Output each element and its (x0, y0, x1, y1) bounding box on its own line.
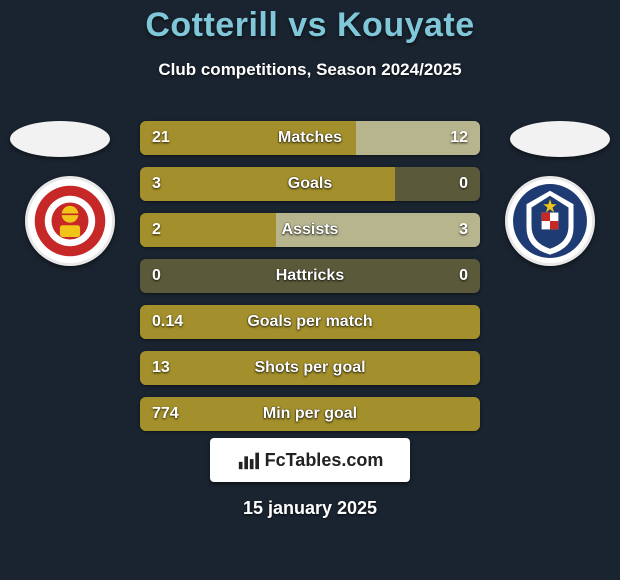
stat-row: Goals per match0.14 (140, 305, 480, 339)
player-left-oval (10, 121, 110, 157)
stat-bar-right (276, 213, 480, 247)
stat-bar-left (140, 121, 356, 155)
bar-chart-icon (237, 449, 259, 471)
stat-bar-left (140, 213, 276, 247)
player-right-crest (505, 176, 595, 266)
comparison-subtitle: Club competitions, Season 2024/2025 (0, 60, 620, 80)
player-left-crest (25, 176, 115, 266)
comparison-title: Cotterill vs Kouyate (0, 6, 620, 45)
stat-row: Hattricks0 0 (140, 259, 480, 293)
stat-value-left: 0 (152, 259, 161, 293)
stat-bar-right (356, 121, 480, 155)
stat-bar-left (140, 351, 480, 385)
stat-row: Matches2112 (140, 121, 480, 155)
stat-row: Min per goal774 (140, 397, 480, 431)
stat-bar-left (140, 397, 480, 431)
stat-bar-left (140, 305, 480, 339)
stat-label: Hattricks (140, 259, 480, 293)
player-right-oval (510, 121, 610, 157)
stat-row: Shots per goal13 (140, 351, 480, 385)
crest-right-icon (508, 179, 592, 263)
stat-bar-left (140, 167, 395, 201)
comparison-date: 15 january 2025 (0, 498, 620, 519)
site-logo-text: FcTables.com (265, 450, 384, 471)
stat-value-right: 0 (459, 259, 468, 293)
stat-row: Assists23 (140, 213, 480, 247)
site-logo[interactable]: FcTables.com (210, 438, 410, 482)
stat-bars-container: Matches2112Goals30Assists23Hattricks00Go… (140, 121, 480, 443)
crest-left-icon (28, 179, 112, 263)
stat-value-right: 0 (459, 167, 468, 201)
stat-row: Goals30 (140, 167, 480, 201)
